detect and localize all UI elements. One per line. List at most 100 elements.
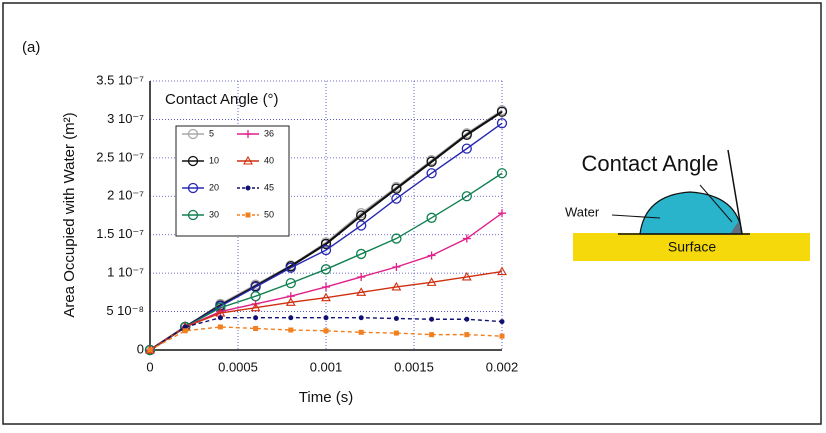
marker xyxy=(391,281,402,291)
marker xyxy=(499,319,505,325)
x-tick-label: 0.002 xyxy=(486,359,519,374)
legend: 5 10 20 30 36 40 45 50 xyxy=(175,125,290,237)
marker xyxy=(392,262,401,271)
marker xyxy=(250,302,261,312)
marker xyxy=(498,209,506,218)
marker xyxy=(461,191,472,202)
series-line xyxy=(149,172,503,351)
x-tick-label: 0.001 xyxy=(310,359,343,374)
marker xyxy=(323,315,329,321)
legend-marker xyxy=(243,155,253,165)
y-tick-label: 0 xyxy=(137,341,144,356)
marker xyxy=(393,315,399,321)
surface-rect xyxy=(573,233,810,261)
y-axis-label: Area Occupied with Water (m²) xyxy=(61,112,78,317)
x-tick-label: 0 xyxy=(146,359,153,374)
legend-marker xyxy=(244,130,252,138)
x-axis-label: Time (s) xyxy=(299,389,353,406)
y-tick-label: 5 10⁻⁸ xyxy=(106,303,144,318)
marker xyxy=(285,277,296,289)
legend-label: 50 xyxy=(264,209,274,219)
legend-marker xyxy=(187,182,199,194)
marker xyxy=(464,316,470,322)
series-line xyxy=(149,270,503,351)
marker xyxy=(356,210,367,221)
y-tick-label: 3.5 10⁻⁷ xyxy=(96,72,144,87)
legend-box xyxy=(175,125,290,237)
marker xyxy=(461,271,472,281)
panel-label: (a) xyxy=(22,39,40,56)
angle-wedge xyxy=(730,222,742,234)
diagram-title: Contact Angle xyxy=(582,151,719,176)
marker xyxy=(358,329,364,335)
legend-marker xyxy=(187,128,199,140)
marker xyxy=(496,168,508,179)
legend-marker xyxy=(187,155,199,167)
series-line xyxy=(149,326,503,351)
marker xyxy=(285,297,296,306)
arrow xyxy=(699,184,733,223)
x-tick-label: 0.0015 xyxy=(394,359,434,374)
marker xyxy=(426,156,437,167)
marker xyxy=(499,333,505,339)
marker xyxy=(320,238,332,250)
y-tick-label: 3 10⁻⁷ xyxy=(107,111,144,126)
legend-label: 10 xyxy=(209,155,219,165)
marker xyxy=(320,244,332,256)
marker xyxy=(429,332,435,338)
marker xyxy=(357,272,366,281)
marker xyxy=(288,315,294,321)
marker xyxy=(496,106,508,117)
legend-label: 45 xyxy=(264,182,274,192)
marker xyxy=(320,264,332,275)
legend-label: 5 xyxy=(209,128,214,138)
y-tick-label: 2.5 10⁻⁷ xyxy=(96,149,144,164)
marker xyxy=(391,193,402,204)
marker xyxy=(464,332,470,338)
surface-label: Surface xyxy=(668,239,716,255)
series-line xyxy=(149,122,503,351)
y-tick-label: 1 10⁻⁷ xyxy=(107,265,144,280)
marker xyxy=(391,183,402,194)
marker xyxy=(253,325,259,331)
marker xyxy=(496,118,508,129)
arrow xyxy=(611,214,661,219)
marker xyxy=(358,315,364,321)
marker xyxy=(427,251,436,260)
y-tick-label: 2 10⁻⁷ xyxy=(107,188,144,203)
droplet xyxy=(639,191,743,235)
y-tick-label: 1.5 10⁻⁷ xyxy=(96,226,144,241)
marker xyxy=(426,212,437,223)
legend-label: 36 xyxy=(264,128,274,138)
legend-title: Contact Angle (°) xyxy=(165,91,279,108)
marker xyxy=(288,327,294,333)
marker xyxy=(322,282,330,291)
marker xyxy=(497,266,507,276)
marker xyxy=(285,262,296,273)
legend-marker xyxy=(245,185,251,191)
legend-label: 30 xyxy=(209,209,219,219)
marker xyxy=(356,248,367,260)
contact-angle-diagram: Contact Angle Water Surface xyxy=(565,149,810,261)
marker xyxy=(356,220,367,231)
legend-label: 20 xyxy=(209,182,219,192)
legend-label: 40 xyxy=(264,155,274,165)
marker xyxy=(217,315,223,321)
marker xyxy=(182,328,188,334)
marker xyxy=(391,233,402,244)
marker xyxy=(253,315,259,321)
marker xyxy=(429,316,435,322)
marker xyxy=(393,330,399,336)
marker xyxy=(323,328,329,334)
tangent-line xyxy=(727,149,743,235)
marker xyxy=(462,234,471,243)
marker xyxy=(461,143,472,154)
marker xyxy=(182,324,188,330)
marker xyxy=(426,277,437,286)
marker xyxy=(426,168,437,179)
water-label: Water xyxy=(565,204,600,219)
legend-marker xyxy=(245,212,251,218)
x-tick-label: 0.0005 xyxy=(218,359,258,374)
marker xyxy=(461,129,472,140)
